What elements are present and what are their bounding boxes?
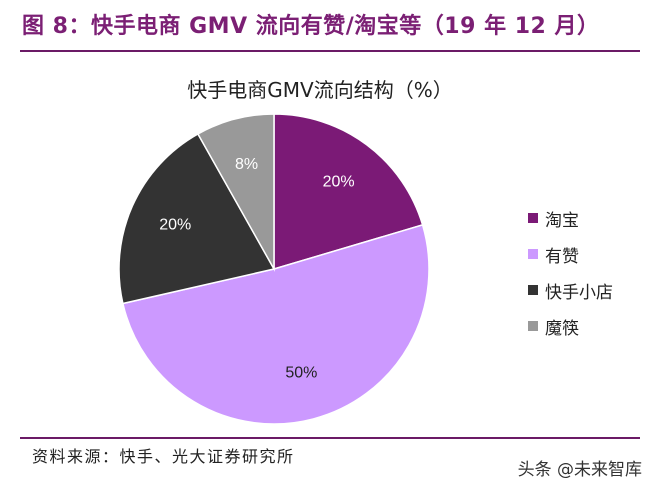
legend-item-taobao: 淘宝: [528, 200, 613, 236]
legend-swatch-youzan: [528, 249, 538, 259]
slice-label-youzan: 50%: [285, 365, 317, 382]
pie-slice-kuaishou-store: [118, 132, 276, 305]
top-divider: [20, 50, 640, 52]
legend-item-mokuai: 魔筷: [528, 308, 613, 344]
legend-swatch-kuaishou-store: [528, 285, 538, 295]
legend-label-youzan: 有赞: [545, 246, 579, 267]
source-note: 资料来源：快手、光大证券研究所: [32, 447, 295, 466]
legend-label-kuaishou-store: 快手小店: [545, 282, 613, 303]
legend: 淘宝 有赞 快手小店 魔筷: [528, 200, 613, 344]
legend-item-youzan: 有赞: [528, 236, 613, 272]
figure-title: 图 8：快手电商 GMV 流向有赞/淘宝等（19 年 12 月）: [22, 14, 600, 39]
slice-label-kuaishou-store: 20%: [159, 217, 191, 234]
watermark: 头条 @未来智库: [517, 460, 642, 480]
legend-label-mokuai: 魔筷: [545, 318, 579, 339]
pie-slice-youzan: [121, 223, 430, 425]
pie-slice-taobao: [273, 113, 424, 271]
chart-title: 快手电商GMV流向结构（%）: [187, 78, 453, 102]
legend-swatch-mokuai: [528, 321, 538, 331]
legend-label-taobao: 淘宝: [545, 210, 579, 231]
slice-label-taobao: 20%: [323, 174, 355, 191]
bottom-divider: [20, 437, 640, 439]
slice-label-mokuai: 8%: [235, 156, 258, 173]
pie-slice-mokuai: [196, 113, 275, 272]
legend-swatch-taobao: [528, 213, 538, 223]
legend-item-kuaishou-store: 快手小店: [528, 272, 613, 308]
